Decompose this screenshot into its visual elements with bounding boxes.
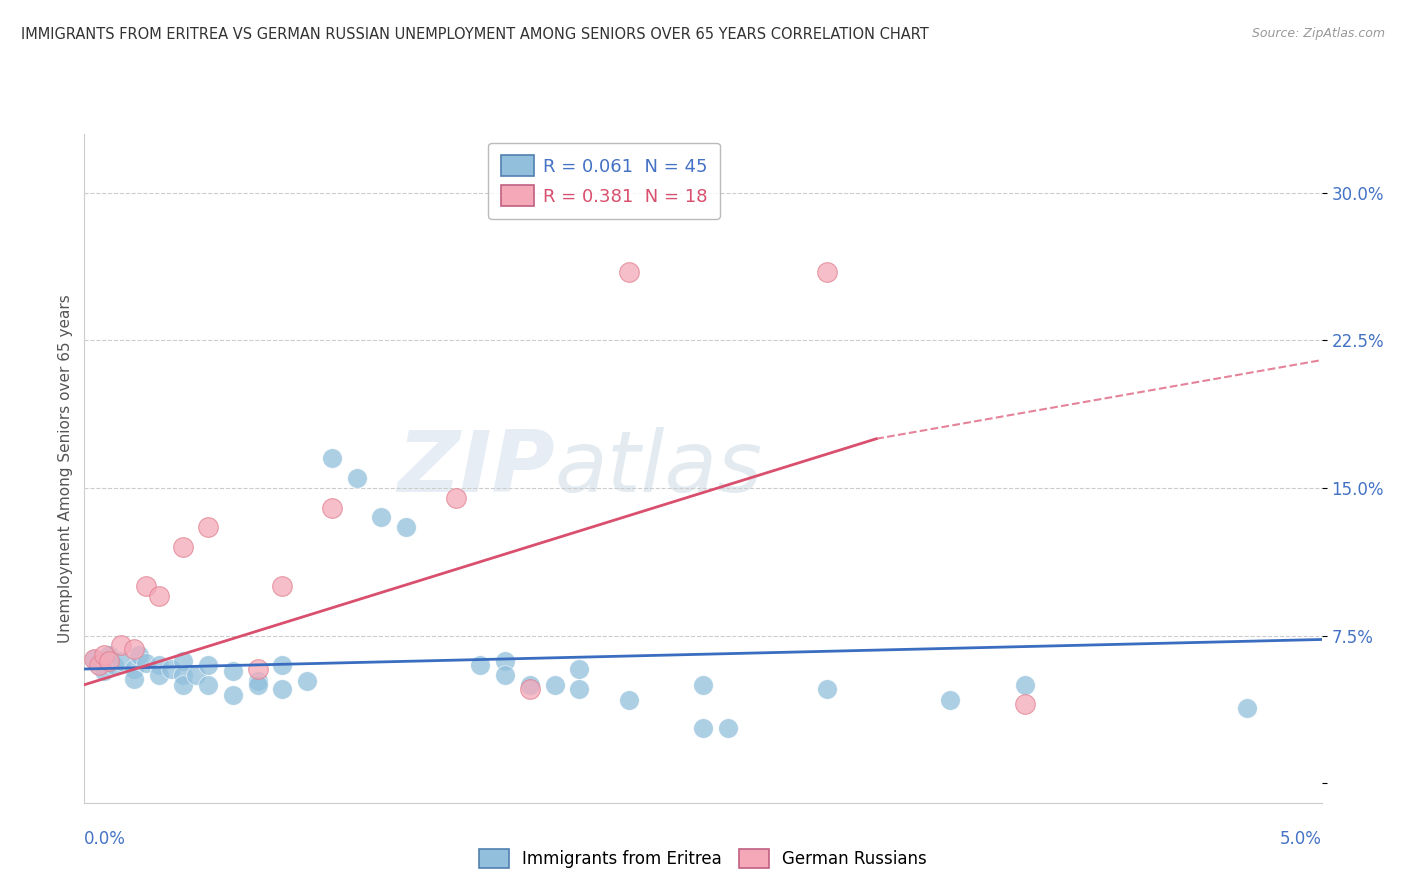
Point: [160, 662, 183, 676]
Point: [89, 658, 111, 673]
Point: [128, 648, 150, 663]
Point: [110, 654, 132, 668]
Point: [122, 662, 145, 676]
Point: [103, 658, 125, 673]
Text: 0.0%: 0.0%: [84, 830, 127, 847]
Point: [1236, 701, 1258, 715]
Point: [184, 668, 207, 682]
Point: [172, 540, 194, 554]
Point: [172, 678, 194, 692]
Point: [172, 668, 194, 682]
Point: [246, 673, 269, 688]
Legend: Immigrants from Eritrea, German Russians: Immigrants from Eritrea, German Russians: [472, 842, 934, 875]
Point: [321, 500, 343, 515]
Point: [543, 678, 565, 692]
Point: [197, 520, 219, 534]
Point: [692, 678, 714, 692]
Point: [568, 662, 591, 676]
Text: atlas: atlas: [554, 426, 762, 510]
Text: Source: ZipAtlas.com: Source: ZipAtlas.com: [1251, 27, 1385, 40]
Point: [617, 264, 640, 278]
Text: ZIP: ZIP: [396, 426, 554, 510]
Point: [222, 688, 245, 702]
Point: [246, 662, 269, 676]
Point: [148, 589, 170, 603]
Point: [271, 579, 294, 593]
Point: [197, 678, 219, 692]
Point: [470, 658, 492, 673]
Point: [197, 658, 219, 673]
Point: [93, 648, 115, 663]
Point: [93, 664, 115, 678]
Point: [98, 654, 121, 668]
Point: [295, 673, 318, 688]
Text: IMMIGRANTS FROM ERITREA VS GERMAN RUSSIAN UNEMPLOYMENT AMONG SENIORS OVER 65 YEA: IMMIGRANTS FROM ERITREA VS GERMAN RUSSIA…: [21, 27, 929, 42]
Point: [617, 693, 640, 707]
Point: [148, 668, 170, 682]
Point: [395, 520, 418, 534]
Point: [135, 656, 157, 670]
Point: [494, 668, 516, 682]
Point: [370, 510, 392, 524]
Point: [815, 264, 838, 278]
Point: [83, 652, 105, 666]
Point: [717, 721, 740, 735]
Point: [494, 654, 516, 668]
Point: [222, 664, 245, 678]
Y-axis label: Unemployment Among Seniors over 65 years: Unemployment Among Seniors over 65 years: [58, 294, 73, 642]
Point: [83, 652, 105, 666]
Text: 5.0%: 5.0%: [1279, 830, 1322, 847]
Point: [1014, 678, 1036, 692]
Point: [568, 681, 591, 696]
Point: [271, 681, 294, 696]
Point: [939, 693, 962, 707]
Point: [271, 658, 294, 673]
Point: [135, 579, 157, 593]
Point: [321, 451, 343, 466]
Point: [519, 681, 541, 696]
Point: [692, 721, 714, 735]
Legend: R = 0.061  N = 45, R = 0.381  N = 18: R = 0.061 N = 45, R = 0.381 N = 18: [488, 143, 720, 219]
Point: [815, 681, 838, 696]
Point: [172, 654, 194, 668]
Point: [346, 471, 368, 485]
Point: [444, 491, 467, 505]
Point: [110, 639, 132, 653]
Point: [519, 678, 541, 692]
Point: [246, 678, 269, 692]
Point: [148, 658, 170, 673]
Point: [98, 648, 121, 663]
Point: [89, 658, 111, 673]
Point: [122, 642, 145, 657]
Point: [122, 672, 145, 686]
Point: [1014, 698, 1036, 712]
